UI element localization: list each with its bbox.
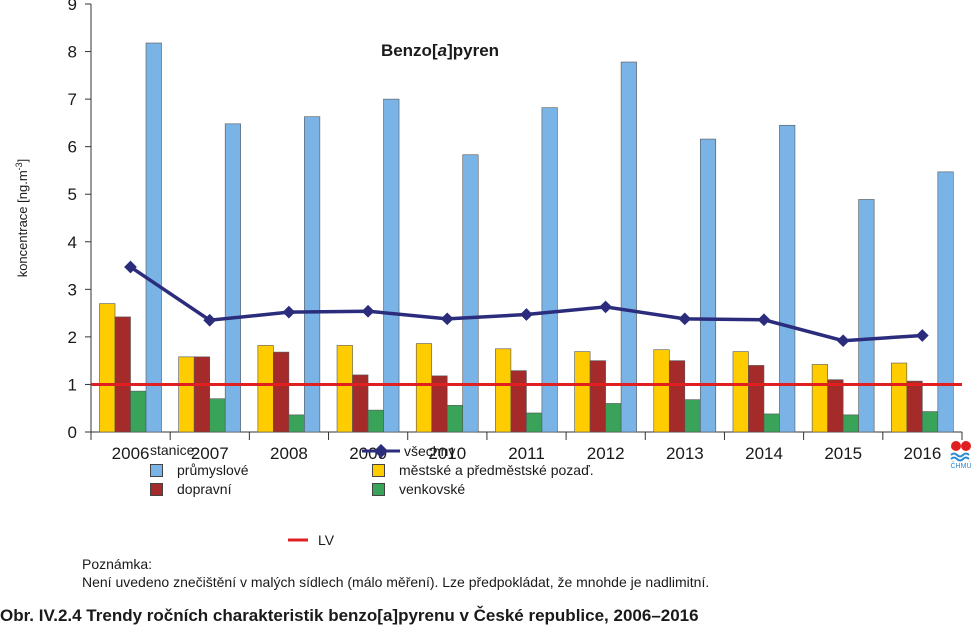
x-tick-label: 2016 [903,444,941,463]
bar [668,360,686,433]
y-tick-label: 1 [68,375,77,394]
y-tick-label: 3 [68,280,77,299]
svg-text:ČHMÚ: ČHMÚ [951,461,972,470]
line-point [282,305,296,319]
bar [114,316,131,433]
bar [352,374,369,433]
y-tick-label: 7 [68,90,77,109]
legend: stanice: průmyslové dopravní všechny měs… [150,442,594,549]
note: Poznámka: Není uvedeno znečištění v malý… [82,555,709,591]
line-point [361,304,375,318]
chart-title-box: Benzo[a]pyren [365,36,515,64]
bar [510,370,527,433]
x-tick-label: 2010 [428,444,466,463]
legend-label-lv: LV [318,532,335,548]
bar [748,365,765,433]
bar [224,123,241,433]
x-tick-label: 2012 [587,444,625,463]
legend-heading: stanice: [150,442,199,458]
bar [462,154,479,433]
bar [827,379,844,433]
bar [858,199,875,433]
y-tick-label: 5 [68,185,77,204]
x-tick-label: 2013 [666,444,704,463]
x-tick-label: 2014 [745,444,783,463]
legend-label-urban: městské a předměstské pozaď. [399,462,594,478]
line-point [440,312,454,326]
legend-item-traffic: dopravní [150,480,231,498]
legend-swatch-traffic [150,482,163,496]
bar [906,380,923,433]
bar [589,360,606,433]
legend-label-industrial: průmyslové [177,462,249,478]
line-point [203,313,217,327]
x-tick-label: 2011 [508,444,545,463]
legend-item-rural: venkovské [372,480,465,498]
legend-swatch-urban [372,463,385,477]
bar [620,61,637,433]
bar [383,98,400,433]
bar [779,124,796,433]
chart-title: Benzo[a]pyren [381,41,499,60]
legend-item-industrial: průmyslové [150,461,249,479]
bar [699,138,717,433]
line-point [124,260,137,274]
y-tick-label: 9 [68,0,77,14]
x-tick-label: 2008 [270,444,308,463]
legend-label-rural: venkovské [399,481,466,497]
bar [273,351,290,433]
bar [193,356,210,433]
y-tick-label: 8 [68,43,77,62]
legend-label-traffic: dopravní [177,481,232,497]
bar [541,107,558,433]
legend-swatch-all [362,444,400,458]
legend-item-urban: městské a předměstské pozaď. [372,461,594,479]
x-tick-label: 2007 [191,444,229,463]
legend-item-all: všechny [362,442,455,460]
y-axis-label: koncentrace [ng.m-3] [14,159,30,278]
note-label: Poznámka: [82,556,153,572]
y-tick-label: 6 [68,138,77,157]
bar [304,116,321,433]
legend-swatch-rural [372,482,385,496]
bar [937,171,954,433]
y-tick-label: 2 [68,328,77,347]
note-text: Není uvedeno znečištění v malých sídlech… [82,574,710,590]
x-tick-label: 2006 [112,444,150,463]
legend-swatch-lv [288,538,308,542]
bar [431,375,448,433]
legend-item-lv: LV [288,531,334,549]
y-tick-label: 4 [68,233,77,252]
legend-swatch-industrial [150,463,163,477]
bar [145,42,162,433]
legend-label-all: všechny [404,443,456,459]
chmu-logo: ČHMÚ [950,441,972,470]
x-tick-label: 2015 [824,444,862,463]
figure-caption: Obr. IV.2.4 Trendy ročních charakteristi… [0,606,699,625]
y-tick-label: 0 [68,423,77,442]
